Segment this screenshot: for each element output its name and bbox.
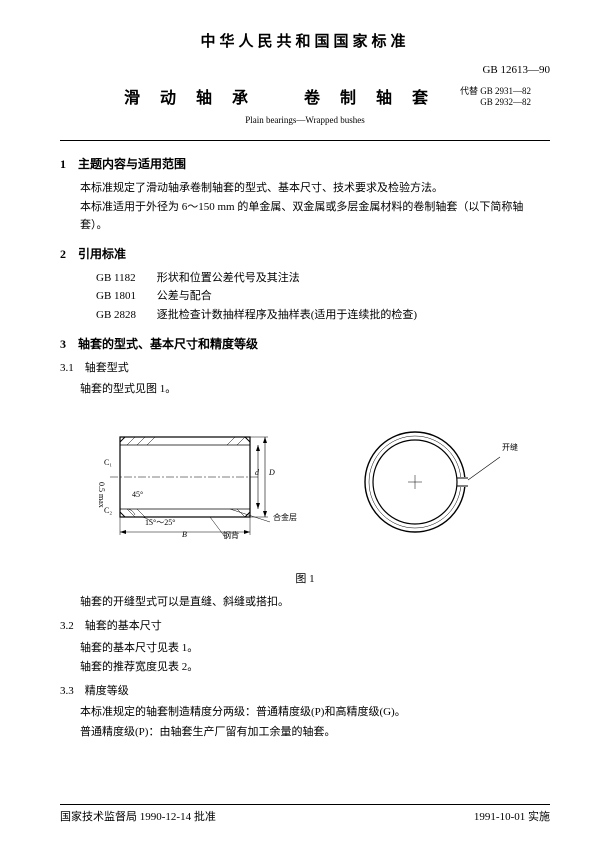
dim-c1: C₁ bbox=[104, 457, 112, 470]
s3-1-p2: 轴套的开缝型式可以是直缝、斜缝或搭扣。 bbox=[80, 594, 550, 612]
angle-45: 45° bbox=[132, 489, 143, 502]
header-divider bbox=[60, 140, 550, 141]
figure-1-right-svg bbox=[350, 417, 510, 547]
dim-D: D bbox=[269, 467, 275, 480]
replace-label: 代替 bbox=[460, 86, 478, 98]
figure-1-left-svg bbox=[90, 417, 290, 547]
section-2-heading: 2 引用标准 bbox=[60, 245, 550, 264]
footer-effective: 1991-10-01 实施 bbox=[474, 809, 550, 827]
figure-1: C₁ C₂ 0.5 max 45° 15°～25° B D d 合金层 钢背 开… bbox=[90, 407, 550, 567]
dim-f: 0.5 max bbox=[94, 482, 107, 508]
main-title: 滑 动 轴 承 卷 制 轴 套 bbox=[60, 86, 460, 112]
english-subtitle: Plain bearings—Wrapped bushes bbox=[60, 113, 550, 127]
page-footer: 国家技术监督局 1990-12-14 批准 1991-10-01 实施 bbox=[60, 804, 550, 827]
section-3-heading: 3 轴套的型式、基本尺寸和精度等级 bbox=[60, 335, 550, 354]
s3-3-heading: 3.3 精度等级 bbox=[60, 683, 550, 701]
s1-p1: 本标准规定了滑动轴承卷制轴套的型式、基本尺寸、技术要求及检验方法。 bbox=[80, 180, 550, 198]
ref-code: GB 1182 bbox=[96, 270, 154, 288]
ref-title: 公差与配合 bbox=[157, 290, 212, 302]
replace-code-1: GB 2931—82 bbox=[480, 86, 531, 96]
ref-item: GB 2828 逐批检查计数抽样程序及抽样表(适用于连续批的检查) bbox=[96, 307, 550, 325]
dim-b: B bbox=[182, 529, 187, 542]
angle-15-25: 15°～25° bbox=[145, 517, 175, 530]
country-title: 中华人民共和国国家标准 bbox=[60, 30, 550, 54]
s3-2-p2: 轴套的推荐宽度见表 2。 bbox=[80, 659, 550, 677]
ref-item: GB 1801 公差与配合 bbox=[96, 288, 550, 306]
ref-title: 逐批检查计数抽样程序及抽样表(适用于连续批的检查) bbox=[157, 309, 417, 321]
s1-p2: 本标准适用于外径为 6～150 mm 的单金属、双金属或多层金属材料的卷制轴套（… bbox=[80, 199, 550, 234]
s3-1-p: 轴套的型式见图 1。 bbox=[80, 381, 550, 399]
s3-3-p2: 普通精度级(P)：由轴套生产厂留有加工余量的轴套。 bbox=[80, 724, 550, 742]
gap-label: 开缝 bbox=[502, 442, 518, 455]
back-label: 钢背 bbox=[223, 530, 239, 543]
dim-d-inner: d bbox=[255, 467, 259, 480]
s3-2-p1: 轴套的基本尺寸见表 1。 bbox=[80, 640, 550, 658]
ref-code: GB 1801 bbox=[96, 288, 154, 306]
s3-2-heading: 3.2 轴套的基本尺寸 bbox=[60, 618, 550, 636]
ref-item: GB 1182 形状和位置公差代号及其注法 bbox=[96, 270, 550, 288]
title-row: 滑 动 轴 承 卷 制 轴 套 代替 GB 2931—82 GB 2932—82 bbox=[60, 86, 550, 112]
figure-1-caption: 图 1 bbox=[60, 571, 550, 589]
footer-approve: 国家技术监督局 1990-12-14 批准 bbox=[60, 809, 216, 827]
s3-1-heading: 3.1 轴套型式 bbox=[60, 360, 550, 378]
replace-code-2: GB 2932—82 bbox=[480, 97, 531, 107]
standard-code: GB 12613—90 bbox=[60, 62, 550, 80]
section-1-heading: 1 主题内容与适用范围 bbox=[60, 155, 550, 174]
s3-3-p1: 本标准规定的轴套制造精度分两级：普通精度级(P)和高精度级(G)。 bbox=[80, 704, 550, 722]
alloy-label: 合金层 bbox=[273, 512, 297, 525]
ref-title: 形状和位置公差代号及其注法 bbox=[157, 272, 300, 284]
replace-codes: 代替 GB 2931—82 GB 2932—82 bbox=[460, 86, 550, 109]
ref-code: GB 2828 bbox=[96, 307, 154, 325]
